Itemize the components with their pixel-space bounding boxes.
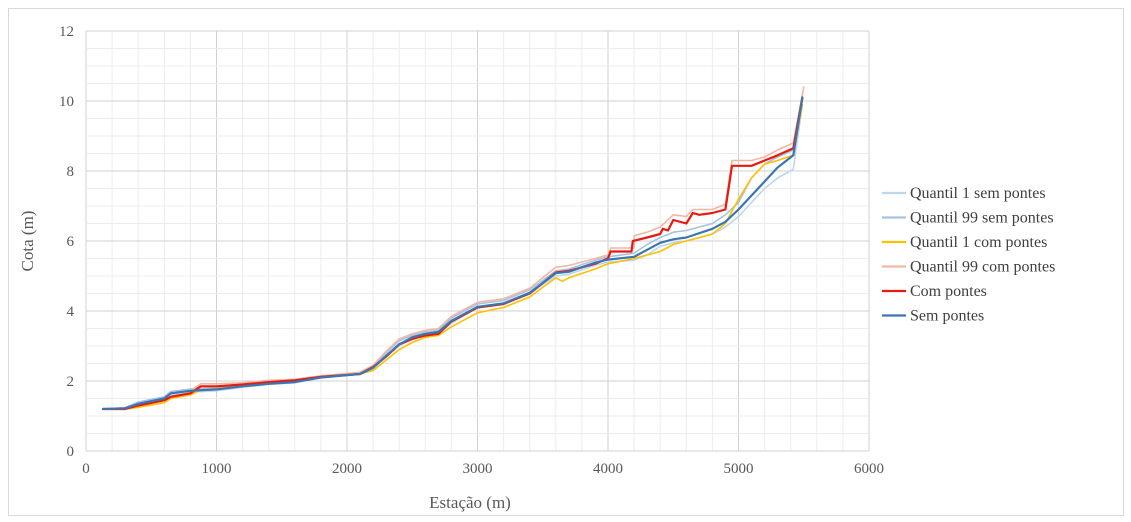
legend: Quantil 1 sem pontes Quantil 99 sem ponte… (882, 185, 1055, 325)
x-tick-label: 5000 (724, 461, 754, 477)
y-axis-title: Cota (m) (18, 211, 37, 272)
tick-labels: 0 1000 2000 3000 4000 5000 6000 0 2 4 6 8 10 12 (59, 24, 884, 477)
legend-label: Sem pontes (910, 308, 984, 325)
y-tick-label: 8 (67, 164, 75, 180)
x-tick-label: 2000 (332, 461, 362, 477)
y-tick-label: 6 (67, 234, 75, 250)
series-lines (101, 86, 805, 411)
series-line-6 (101, 96, 804, 411)
x-tick-label: 3000 (463, 461, 493, 477)
line-chart: 0 1000 2000 3000 4000 5000 6000 0 2 4 6 8 10 12 Estaç… (18, 24, 1055, 512)
x-tick-label: 4000 (593, 461, 623, 477)
y-tick-label: 10 (59, 94, 74, 110)
series-line-2 (102, 93, 804, 410)
legend-label: Quantil 99 com pontes (910, 259, 1055, 276)
legend-label: Quantil 1 com pontes (910, 234, 1047, 251)
y-tick-label: 4 (67, 304, 75, 320)
x-tick-label: 6000 (854, 461, 884, 477)
grid (85, 30, 870, 452)
y-tick-label: 0 (67, 444, 75, 460)
legend-label: Quantil 1 sem pontes (910, 185, 1046, 202)
x-axis-title: Estação (m) (429, 493, 511, 512)
series-line-5 (101, 96, 804, 411)
series-line-4 (102, 86, 805, 410)
legend-label: Quantil 99 sem pontes (910, 210, 1054, 227)
legend-label: Com pontes (910, 283, 987, 300)
chart-frame: 0 1000 2000 3000 4000 5000 6000 0 2 4 6 8 10 12 Estaç… (8, 8, 1124, 516)
x-tick-label: 0 (82, 461, 90, 477)
y-tick-label: 12 (59, 24, 74, 40)
x-tick-label: 1000 (202, 461, 232, 477)
y-tick-label: 2 (67, 374, 75, 390)
